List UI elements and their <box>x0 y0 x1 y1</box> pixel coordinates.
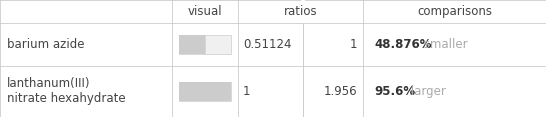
Text: 1.956: 1.956 <box>324 85 358 98</box>
Bar <box>179 35 205 54</box>
Text: barium azide: barium azide <box>7 38 84 51</box>
Bar <box>179 82 231 101</box>
Text: larger: larger <box>407 85 446 98</box>
Text: 0.51124: 0.51124 <box>243 38 292 51</box>
Text: 1: 1 <box>350 38 358 51</box>
Text: smaller: smaller <box>419 38 467 51</box>
Text: 48.876%: 48.876% <box>374 38 431 51</box>
Text: 1: 1 <box>243 85 251 98</box>
Text: 95.6%: 95.6% <box>374 85 415 98</box>
Text: comparisons: comparisons <box>417 5 492 18</box>
Text: lanthanum(III)
nitrate hexahydrate: lanthanum(III) nitrate hexahydrate <box>7 77 125 105</box>
Bar <box>179 35 231 54</box>
Text: ratios: ratios <box>283 5 317 18</box>
Bar <box>179 82 231 101</box>
Bar <box>301 0 305 23</box>
Text: visual: visual <box>187 5 222 18</box>
